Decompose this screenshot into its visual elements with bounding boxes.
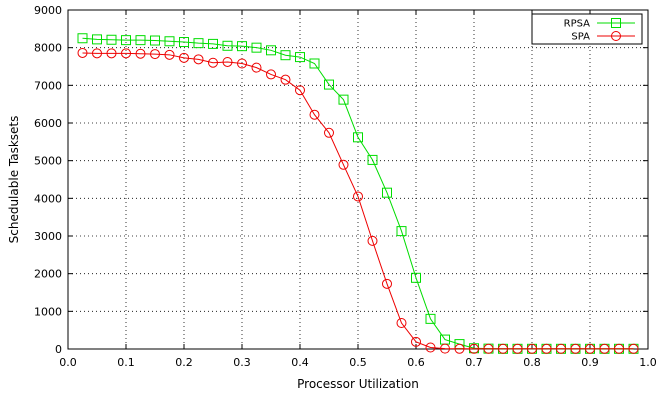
data-point-spa	[193, 54, 204, 65]
y-tick-label: 2000	[34, 268, 62, 281]
data-point-spa	[106, 48, 117, 59]
data-point-spa	[367, 235, 378, 246]
data-point-spa	[179, 52, 189, 63]
x-tick-label: 1.0	[639, 356, 657, 369]
data-point-rpsa	[164, 36, 175, 47]
y-tick-label: 9000	[34, 4, 62, 17]
x-tick-label: 0.2	[175, 356, 193, 369]
legend-marker-spa	[611, 31, 621, 41]
data-point-spa	[164, 49, 175, 60]
data-point-spa	[266, 69, 276, 80]
y-tick-label: 8000	[34, 42, 62, 55]
data-point-spa	[338, 159, 349, 170]
data-point-rpsa	[251, 42, 262, 53]
data-point-rpsa	[237, 41, 247, 52]
x-tick-label: 0.4	[291, 356, 309, 369]
data-point-spa	[295, 85, 305, 96]
data-point-rpsa	[309, 58, 320, 69]
data-point-spa	[599, 343, 610, 354]
data-point-spa	[483, 343, 494, 354]
data-point-rpsa	[92, 34, 102, 45]
grid	[68, 10, 648, 349]
data-point-spa	[570, 343, 581, 354]
data-point-rpsa	[353, 132, 363, 143]
series-rpsa	[77, 33, 639, 354]
data-point-spa	[150, 49, 160, 60]
data-point-spa	[440, 343, 450, 354]
data-point-rpsa	[396, 226, 407, 237]
data-point-rpsa	[266, 45, 276, 56]
data-point-rpsa	[77, 33, 88, 44]
data-point-spa	[121, 48, 131, 59]
y-axis-title: Schedulable Tasksets	[7, 116, 21, 244]
data-point-spa	[280, 74, 291, 85]
data-point-spa	[527, 343, 537, 354]
data-point-rpsa	[179, 37, 189, 48]
legend-label-spa: SPA	[571, 32, 590, 43]
legend-label-rpsa: RPSA	[564, 19, 591, 30]
data-point-spa	[454, 343, 465, 354]
x-tick-label: 0.3	[233, 356, 251, 369]
data-point-rpsa	[382, 187, 392, 198]
data-point-spa	[556, 343, 566, 354]
data-point-spa	[77, 47, 88, 58]
series-spa	[77, 47, 639, 354]
data-point-spa	[353, 191, 363, 202]
data-point-rpsa	[121, 35, 131, 46]
data-point-spa	[614, 343, 624, 354]
data-point-rpsa	[411, 272, 421, 283]
x-tick-label: 0.6	[407, 356, 425, 369]
data-point-rpsa	[338, 94, 349, 105]
data-point-rpsa	[106, 34, 117, 45]
data-point-rpsa	[425, 313, 436, 324]
y-tick-label: 4000	[34, 192, 62, 205]
data-point-spa	[498, 343, 508, 354]
data-point-rpsa	[295, 52, 305, 63]
legend: RPSA SPA	[531, 13, 643, 45]
x-tick-label: 0.0	[59, 356, 77, 369]
x-tick-label: 0.1	[117, 356, 135, 369]
x-tick-label: 0.7	[465, 356, 483, 369]
data-point-rpsa	[135, 35, 146, 46]
data-point-rpsa	[324, 79, 334, 90]
data-point-spa	[382, 278, 392, 289]
y-tick-label: 5000	[34, 155, 62, 168]
data-point-spa	[585, 343, 595, 354]
data-point-rpsa	[280, 50, 291, 61]
data-point-spa	[512, 343, 523, 354]
data-point-spa	[92, 48, 102, 59]
legend-box	[531, 13, 643, 45]
data-point-spa	[425, 342, 436, 353]
data-point-spa	[251, 62, 262, 73]
data-point-spa	[309, 109, 320, 120]
data-point-spa	[628, 343, 639, 354]
x-tick-label: 0.9	[581, 356, 599, 369]
legend-marker-rpsa	[611, 18, 621, 28]
data-point-rpsa	[150, 35, 160, 46]
data-point-spa	[324, 127, 334, 138]
series-group	[77, 33, 639, 354]
x-tick-label: 0.8	[523, 356, 541, 369]
y-tick-label: 3000	[34, 230, 62, 243]
data-point-rpsa	[193, 38, 204, 49]
data-point-spa	[222, 56, 233, 67]
data-point-rpsa	[208, 38, 218, 49]
data-point-rpsa	[222, 40, 233, 51]
y-tick-label: 6000	[34, 117, 62, 130]
x-tick-label: 0.5	[349, 356, 367, 369]
y-tick-label: 0	[55, 343, 62, 356]
data-point-spa	[135, 48, 146, 59]
data-point-spa	[237, 58, 247, 69]
data-point-spa	[396, 318, 407, 329]
axis-ticks: 0.0 0.1 0.2 0.3 0.4 0.5 0.6 0.7 0.8 0.9 1.0 0 1000 20…	[34, 4, 657, 369]
data-point-spa	[411, 336, 421, 347]
data-point-rpsa	[367, 154, 378, 165]
y-tick-label: 1000	[34, 305, 62, 318]
data-point-spa	[208, 57, 218, 68]
x-axis-title: Processor Utilization	[297, 377, 419, 391]
data-point-spa	[469, 343, 479, 354]
data-point-spa	[541, 343, 552, 354]
y-tick-label: 7000	[34, 79, 62, 92]
